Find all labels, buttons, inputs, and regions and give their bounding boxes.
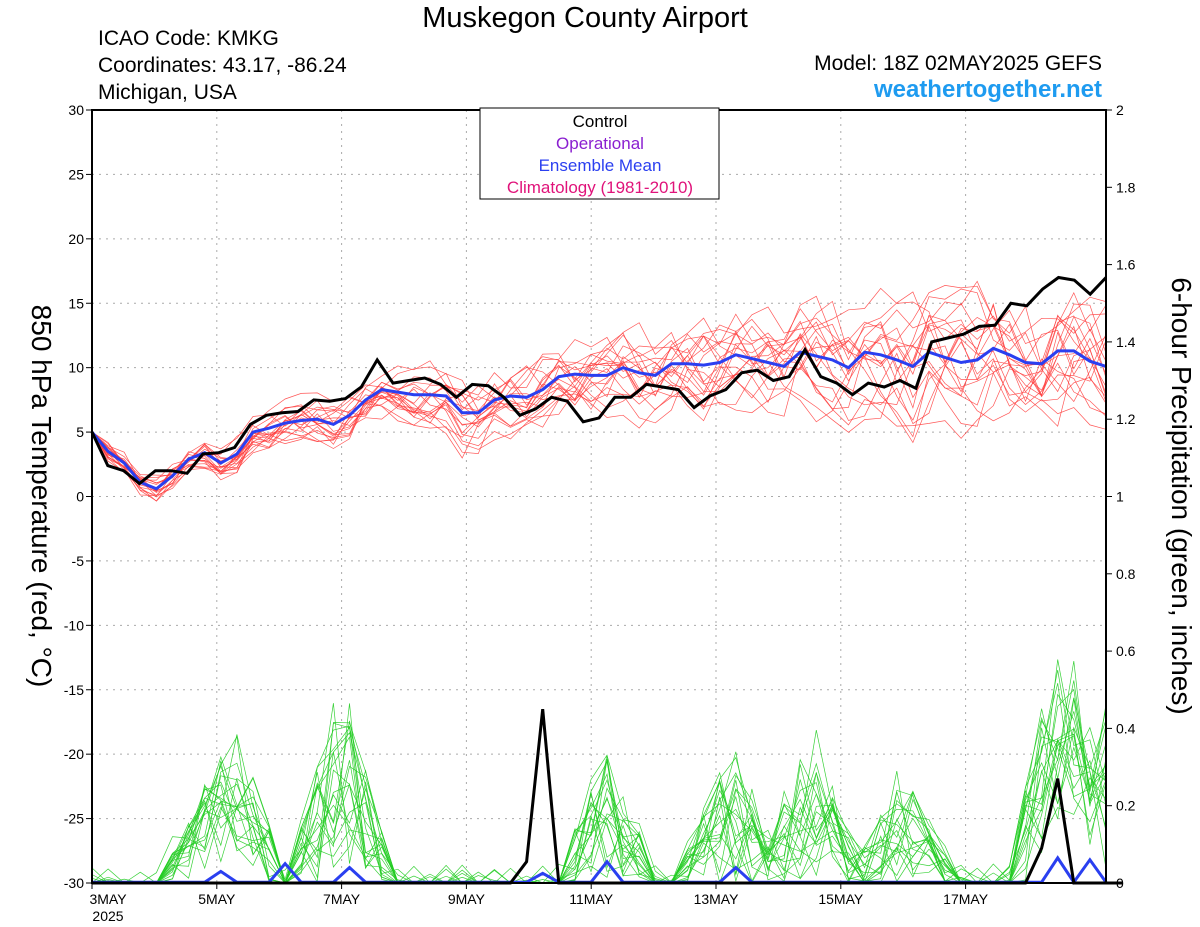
- y-tick-label-left: 5: [76, 424, 84, 440]
- precip-member-line: [91, 772, 1107, 884]
- y-tick-label-right: 1.4: [1116, 334, 1136, 350]
- y-tick-label-left: 30: [68, 102, 84, 118]
- y-tick-label-left: 25: [68, 166, 84, 182]
- x-tick-sublabel: 2025: [92, 908, 123, 924]
- precip-member-line: [92, 670, 1107, 884]
- temp-member-line: [91, 314, 1107, 491]
- y-tick-label-left: -15: [64, 682, 84, 698]
- y-tick-label-left: -10: [64, 617, 84, 633]
- precip-member-line: [92, 726, 1107, 885]
- legend-ensemble-mean: Ensemble Mean: [539, 156, 662, 175]
- y-tick-label-left: 0: [76, 489, 84, 505]
- y-tick-label-right: 1: [1116, 489, 1124, 505]
- chart-title: Muskegon County Airport: [422, 2, 748, 34]
- x-tick-label: 17MAY: [943, 891, 989, 907]
- precip-member-line: [92, 660, 1107, 884]
- legend-box: [479, 107, 720, 200]
- y-tick-label-right: 0.8: [1116, 566, 1136, 582]
- temp-member-line: [91, 315, 1107, 502]
- control-temp-line: [90, 275, 1108, 486]
- temp-member-line: [91, 300, 1107, 479]
- y-tick-label-right: 0: [1116, 875, 1124, 891]
- icao-code: ICAO Code: KMKG: [98, 27, 279, 50]
- precip-member-line: [91, 733, 1107, 884]
- temp-member-line: [91, 296, 1107, 484]
- gridlines: [92, 110, 1106, 883]
- y-tick-label-left: -5: [72, 553, 85, 569]
- precip-member-line: [91, 683, 1107, 884]
- x-tick-label: 13MAY: [694, 891, 740, 907]
- temp-member-line: [91, 291, 1107, 484]
- y-tick-label-right: 1.6: [1116, 257, 1136, 273]
- precip-member-line: [92, 680, 1107, 884]
- brand-link[interactable]: weathertogether.net: [873, 76, 1102, 103]
- temp-member-line: [91, 280, 1107, 492]
- y-tick-label-right: 1.2: [1116, 411, 1136, 427]
- precip-member-line: [92, 697, 1107, 884]
- y-tick-label-right: 1.8: [1116, 179, 1136, 195]
- temp-member-lines: [91, 280, 1107, 502]
- y-tick-label-left: -25: [64, 811, 84, 827]
- y-tick-label-left: -20: [64, 746, 84, 762]
- y-tick-label-left: 15: [68, 295, 84, 311]
- y-tick-label-left: -30: [64, 875, 84, 891]
- x-tick-label: 7MAY: [323, 891, 361, 907]
- temp-member-line: [91, 285, 1107, 491]
- temp-member-line: [91, 314, 1107, 498]
- legend-climatology: Climatology (1981-2010): [507, 178, 693, 197]
- precip-member-line: [91, 738, 1107, 885]
- y-tick-label-right: 2: [1116, 102, 1124, 118]
- region: Michigan, USA: [98, 81, 237, 104]
- precip-member-line: [92, 735, 1107, 885]
- y-tick-label-right: 0.2: [1116, 798, 1136, 814]
- x-tick-label: 9MAY: [448, 891, 486, 907]
- axis-ticks: 302520151050-5-10-15-20-25-3021.81.61.41…: [64, 102, 1136, 924]
- y-axis-label-right: 6-hour Precipitation (green, inches): [1166, 277, 1197, 714]
- legend: Control Operational Ensemble Mean Climat…: [479, 107, 720, 200]
- precip-member-line: [92, 707, 1107, 884]
- y-tick-label-right: 0.6: [1116, 643, 1136, 659]
- legend-control: Control: [573, 112, 628, 131]
- coordinates: Coordinates: 43.17, -86.24: [98, 54, 347, 77]
- model-run: Model: 18Z 02MAY2025 GEFS: [814, 52, 1102, 75]
- x-tick-label: 3MAY: [89, 891, 127, 907]
- x-tick-label: 15MAY: [818, 891, 864, 907]
- legend-operational: Operational: [556, 134, 644, 153]
- y-tick-label-left: 10: [68, 360, 84, 376]
- temp-member-line: [91, 304, 1107, 492]
- precip-member-lines: [91, 659, 1107, 885]
- y-axis-label-left: 850 hPa Temperature (red, °C): [26, 305, 57, 688]
- y-tick-label-left: 20: [68, 231, 84, 247]
- x-tick-label: 11MAY: [569, 891, 613, 907]
- temp-member-line: [91, 313, 1107, 489]
- temp-member-line: [91, 316, 1107, 481]
- temp-member-line: [91, 287, 1107, 496]
- y-tick-label-right: 0.4: [1116, 720, 1136, 736]
- precip-member-line: [92, 659, 1107, 884]
- temp-member-line: [91, 291, 1107, 493]
- mean-temp-line: [90, 346, 1107, 491]
- x-tick-label: 5MAY: [198, 891, 236, 907]
- temp-member-line: [91, 288, 1107, 497]
